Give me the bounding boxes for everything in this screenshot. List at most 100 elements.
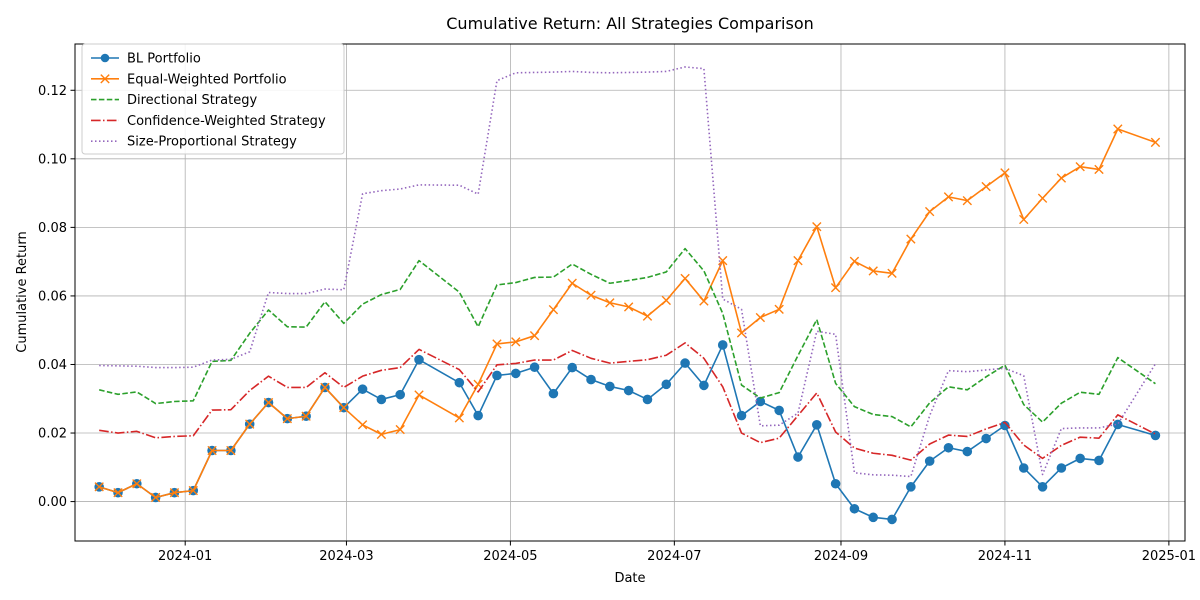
x-tick-label: 2024-11	[978, 549, 1032, 564]
series-line-confidence-weighted-strategy	[99, 342, 1156, 461]
data-point-bl-portfolio	[529, 362, 540, 373]
plot-area: 2024-01 2024-03 2024-05 2024-07 2024-09 2024-…	[38, 43, 1196, 564]
data-point-bl-portfolio	[661, 379, 672, 390]
data-point-equal-weighted-portfolio	[207, 445, 217, 456]
data-point-equal-weighted-portfolio	[395, 424, 405, 435]
data-point-equal-weighted-portfolio	[567, 278, 577, 288]
data-point-equal-weighted-portfolio	[793, 255, 803, 266]
data-point-equal-weighted-portfolio	[718, 255, 728, 266]
data-point-equal-weighted-portfolio	[454, 413, 465, 423]
legend-label-directional-strategy: Directional Strategy	[127, 93, 257, 108]
data-point-equal-weighted-portfolio	[492, 339, 502, 349]
x-tick-label: 2024-05	[483, 549, 537, 564]
data-point-equal-weighted-portfolio	[1037, 193, 1048, 203]
data-point-bl-portfolio	[717, 340, 728, 350]
legend-marker-bl-portfolio	[100, 53, 110, 63]
data-point-equal-weighted-portfolio	[94, 482, 104, 492]
y-tick-label: 0.02	[38, 427, 67, 442]
data-point-bl-portfolio	[1037, 482, 1048, 492]
data-point-bl-portfolio	[492, 370, 502, 381]
data-point-bl-portfolio	[887, 514, 897, 525]
data-point-equal-weighted-portfolio	[548, 304, 559, 315]
data-point-equal-weighted-portfolio	[699, 296, 709, 306]
data-point-bl-portfolio	[962, 446, 973, 457]
data-point-equal-weighted-portfolio	[1150, 137, 1161, 148]
data-point-equal-weighted-portfolio	[887, 268, 897, 279]
legend-label-size-proportional-strategy: Size-Proportional Strategy	[127, 135, 297, 150]
data-point-equal-weighted-portfolio	[962, 195, 972, 206]
axes-frame	[74, 43, 1186, 542]
data-point-equal-weighted-portfolio	[830, 283, 841, 293]
series-line-directional-strategy	[99, 247, 1156, 428]
data-point-bl-portfolio	[510, 368, 521, 379]
data-point-equal-weighted-portfolio	[150, 492, 161, 503]
data-point-equal-weighted-portfolio	[282, 413, 293, 424]
y-tick-label: 0.10	[38, 152, 67, 167]
data-point-equal-weighted-portfolio	[511, 337, 521, 347]
x-axis-title: Date	[614, 571, 645, 586]
data-point-bl-portfolio	[1000, 420, 1010, 431]
data-point-equal-weighted-portfolio	[1056, 173, 1067, 183]
data-point-bl-portfolio	[868, 512, 879, 523]
data-point-equal-weighted-portfolio	[376, 429, 387, 440]
y-tick-label: 0.08	[38, 221, 67, 236]
x-tick-label: 2024-09	[814, 549, 868, 564]
data-point-equal-weighted-portfolio	[623, 302, 634, 312]
data-point-equal-weighted-portfolio	[605, 298, 615, 308]
data-point-equal-weighted-portfolio	[301, 411, 311, 421]
data-point-equal-weighted-portfolio	[774, 304, 784, 314]
data-point-bl-portfolio	[1094, 455, 1104, 466]
data-point-equal-weighted-portfolio	[169, 487, 180, 498]
data-point-equal-weighted-portfolio	[357, 420, 368, 430]
y-tick-label: 0.00	[38, 495, 67, 510]
data-point-equal-weighted-portfolio	[868, 266, 878, 276]
data-point-equal-weighted-portfolio	[188, 485, 198, 496]
data-point-bl-portfolio	[642, 394, 653, 405]
legend-label-bl-portfolio: BL Portfolio	[127, 52, 201, 67]
data-point-bl-portfolio	[981, 433, 991, 444]
data-point-equal-weighted-portfolio	[849, 256, 860, 267]
data-point-equal-weighted-portfolio	[1000, 168, 1010, 178]
data-point-bl-portfolio	[454, 377, 465, 388]
legend-marker-equal-weighted-portfolio	[100, 74, 110, 84]
data-point-equal-weighted-portfolio	[812, 221, 822, 232]
data-point-bl-portfolio	[830, 478, 841, 489]
data-point-equal-weighted-portfolio	[132, 479, 142, 489]
data-point-bl-portfolio	[473, 410, 483, 421]
data-point-bl-portfolio	[906, 482, 916, 492]
data-point-equal-weighted-portfolio	[1075, 162, 1085, 172]
data-point-equal-weighted-portfolio	[661, 295, 671, 306]
data-point-equal-weighted-portfolio	[906, 234, 916, 244]
legend-box	[81, 43, 345, 155]
data-point-bl-portfolio	[1113, 419, 1123, 430]
data-point-equal-weighted-portfolio	[339, 402, 349, 413]
data-point-equal-weighted-portfolio	[226, 445, 236, 456]
y-tick-label: 0.04	[38, 358, 67, 373]
data-point-bl-portfolio	[849, 503, 860, 514]
data-point-bl-portfolio	[623, 385, 634, 396]
data-point-bl-portfolio	[699, 380, 709, 391]
data-point-equal-weighted-portfolio	[943, 192, 954, 202]
x-tick-label: 2024-03	[319, 549, 373, 564]
legend-label-confidence-weighted-strategy: Confidence-Weighted Strategy	[127, 114, 326, 129]
y-tick-label: 0.12	[38, 84, 67, 99]
data-point-equal-weighted-portfolio	[529, 330, 540, 341]
data-point-bl-portfolio	[1018, 463, 1029, 473]
data-point-equal-weighted-portfolio	[113, 487, 123, 498]
data-point-bl-portfolio	[1150, 430, 1161, 441]
data-point-bl-portfolio	[680, 358, 690, 368]
y-axis-title: Cumulative Return	[15, 231, 30, 352]
data-point-bl-portfolio	[548, 388, 559, 399]
series-group	[94, 66, 1161, 525]
legend-label-equal-weighted-portfolio: Equal-Weighted Portfolio	[127, 72, 287, 87]
data-point-equal-weighted-portfolio	[1113, 124, 1123, 134]
data-point-bl-portfolio	[1056, 463, 1067, 473]
data-point-equal-weighted-portfolio	[414, 390, 424, 400]
data-point-bl-portfolio	[376, 394, 387, 405]
data-point-equal-weighted-portfolio	[245, 419, 255, 429]
data-point-bl-portfolio	[414, 354, 424, 365]
data-point-bl-portfolio	[586, 374, 596, 385]
chart-title: Cumulative Return: All Strategies Compar…	[446, 14, 814, 33]
